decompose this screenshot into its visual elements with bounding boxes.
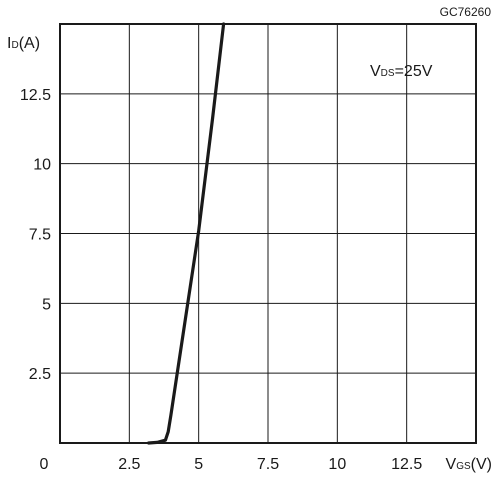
y-axis-ticks: 2.5 5 7.5 10 12.5 xyxy=(20,87,51,383)
grid xyxy=(60,24,476,443)
x-tick-label: 12.5 xyxy=(391,456,422,473)
vds-annotation-rest: =25V xyxy=(395,63,433,80)
series-layer xyxy=(147,22,226,445)
y-axis-label-unit: (A) xyxy=(19,35,40,52)
y-tick-label: 10 xyxy=(33,157,51,174)
y-tick-label: 2.5 xyxy=(29,366,51,383)
plot-frame xyxy=(59,23,477,444)
x-axis-label-sub: GS xyxy=(456,461,471,472)
x-axis-label-unit: (V) xyxy=(471,456,492,473)
x-tick-label: 10 xyxy=(328,456,346,473)
y-tick-label: 5 xyxy=(42,296,51,313)
y-tick-label: 12.5 xyxy=(20,87,51,104)
y-tick-label: 7.5 xyxy=(29,227,51,244)
x-tick-label: 0 xyxy=(40,456,49,473)
x-axis-label: VGS(V) xyxy=(446,456,492,473)
x-tick-label: 2.5 xyxy=(118,456,140,473)
id-vs-vgs-curve xyxy=(147,22,226,445)
x-tick-label: 5 xyxy=(194,456,203,473)
x-axis-ticks: 0 2.5 5 7.5 10 12.5 xyxy=(40,456,423,473)
vds-annotation-main: V xyxy=(370,63,381,80)
vds-annotation-sub: DS xyxy=(381,68,395,79)
x-axis-label-main: V xyxy=(446,456,457,473)
y-axis-label-sub: D xyxy=(11,40,18,51)
x-tick-label: 7.5 xyxy=(257,456,279,473)
y-axis-label-main: I xyxy=(7,35,11,52)
y-axis-label: ID(A) xyxy=(7,35,40,52)
vds-annotation: VDS=25V xyxy=(370,63,433,80)
figure-code: GC76260 xyxy=(440,5,492,19)
